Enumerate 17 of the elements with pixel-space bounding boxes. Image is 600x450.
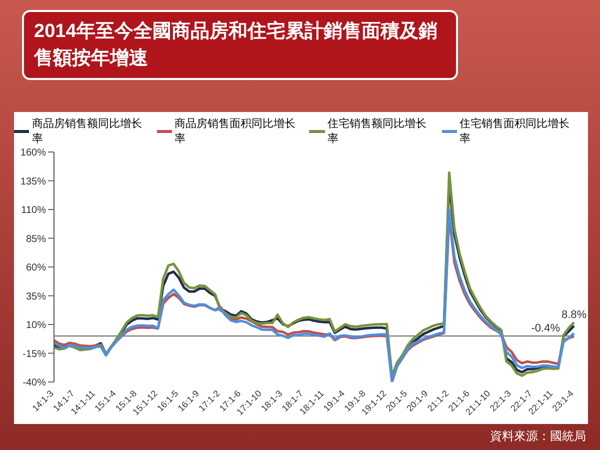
y-tick-label: -40%: [22, 378, 46, 389]
y-tick-label: 35%: [26, 291, 46, 302]
annotation: 8.8%: [561, 308, 587, 321]
y-tick-label: 85%: [26, 234, 46, 245]
y-tick-label: 110%: [21, 205, 46, 216]
y-tick-label: 160%: [20, 148, 46, 159]
y-tick-label: 60%: [26, 262, 46, 274]
legend-label: 住宅销售面积同比增长率: [458, 116, 571, 146]
y-tick-label: 135%: [20, 176, 46, 188]
legend-label: 住宅销售额同比增长率: [326, 116, 428, 146]
legend-label: 商品房销售面积同比增长率: [174, 116, 297, 146]
y-tick-label: 10%: [26, 320, 46, 332]
source-note: 資料來源：國統局: [490, 428, 586, 445]
annotation: -0.4%: [531, 322, 560, 334]
legend-label: 商品房销售额同比增长率: [31, 116, 144, 146]
y-tick-label: -15%: [22, 348, 46, 360]
chart-title: 2014年至今全國商品房和住宅累計銷售面積及銷售額按年增速: [34, 21, 438, 69]
